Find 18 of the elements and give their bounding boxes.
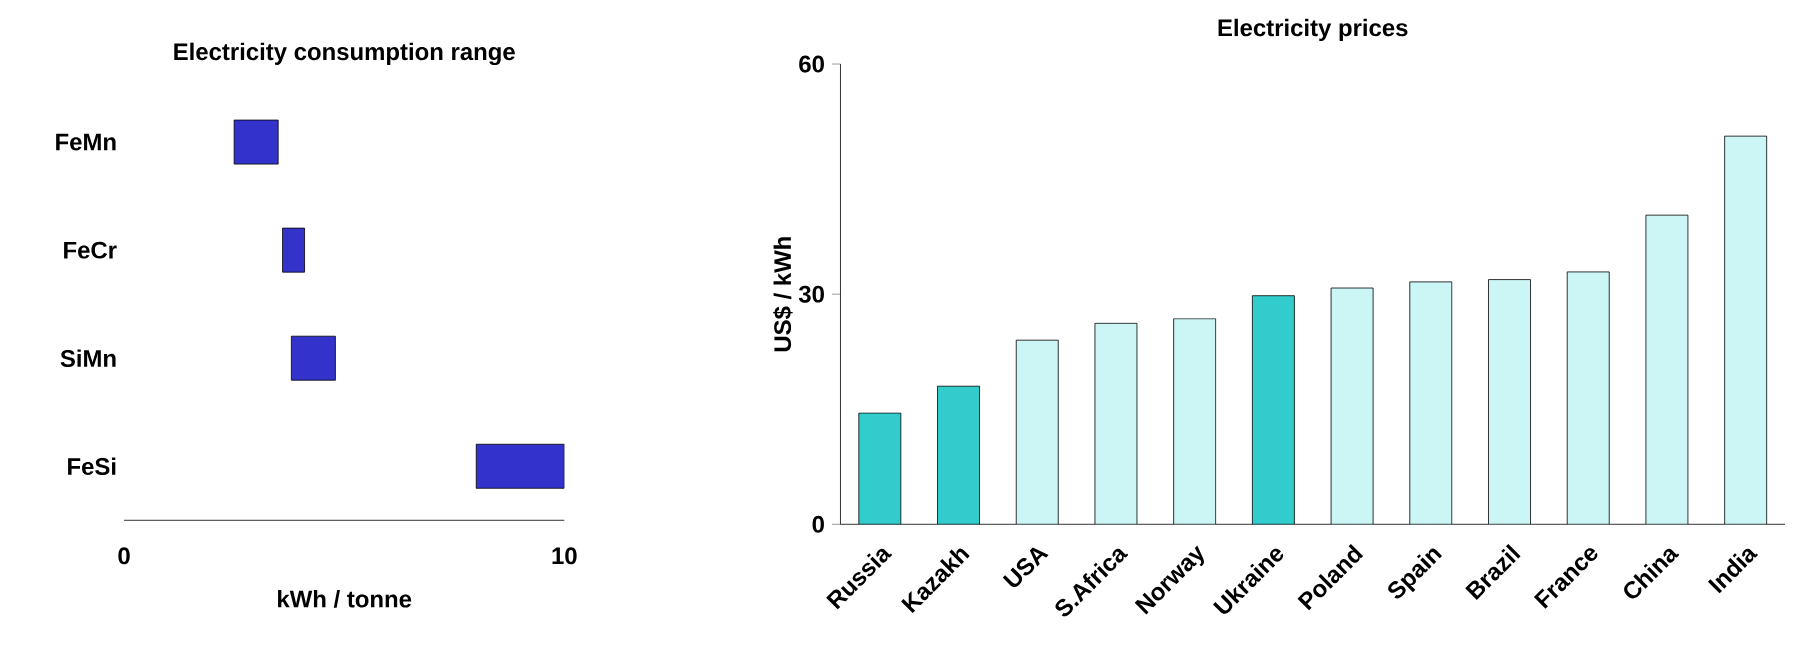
y-tick-label: 0 bbox=[812, 515, 824, 533]
bar bbox=[282, 227, 305, 273]
bar bbox=[290, 335, 336, 381]
chart-title: Electricity consumption range bbox=[174, 42, 515, 65]
y-tick-label: 60 bbox=[799, 55, 824, 73]
x-tick-label: 0 bbox=[118, 547, 130, 565]
bar bbox=[233, 119, 279, 165]
y-tick-label: FeMn bbox=[56, 133, 116, 151]
x-tick-label: 10 bbox=[552, 547, 577, 565]
chart-title: Electricity prices bbox=[1218, 18, 1408, 41]
x-axis-title: kWh / tonne bbox=[278, 589, 412, 608]
bar bbox=[475, 443, 565, 489]
x-tick-label: USA bbox=[1002, 547, 1049, 587]
y-tick-label: 30 bbox=[798, 285, 824, 303]
y-axis-title: US$ / kWh bbox=[773, 237, 793, 352]
y-tick-label: FeSi bbox=[68, 457, 116, 475]
y-tick-label: FeCr bbox=[64, 241, 117, 259]
y-tick-label: SiMn bbox=[60, 349, 116, 367]
